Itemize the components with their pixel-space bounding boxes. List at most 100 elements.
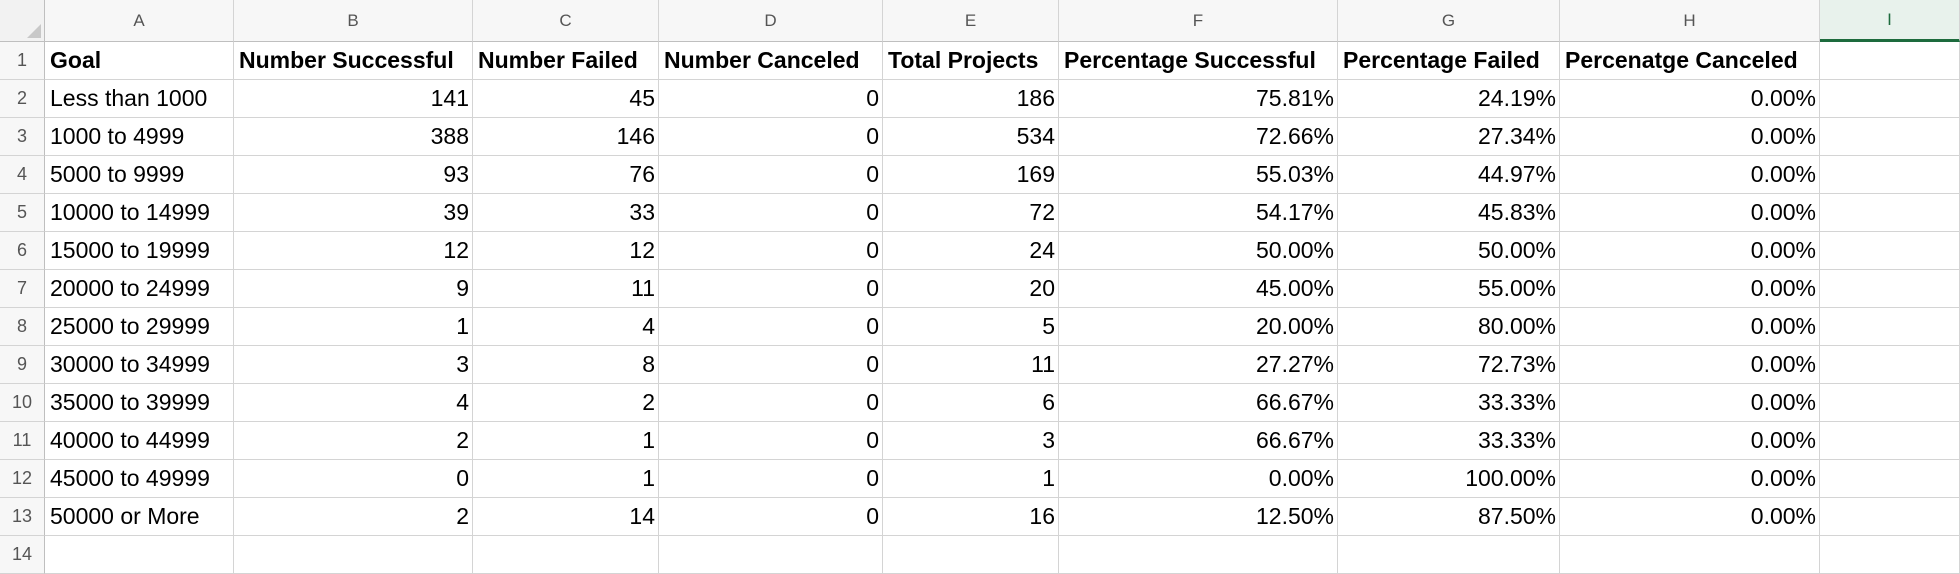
cell-c3[interactable]: 146	[473, 118, 659, 156]
cell-d3[interactable]: 0	[659, 118, 883, 156]
column-header-f[interactable]: F	[1059, 0, 1338, 42]
cell-i10[interactable]	[1820, 384, 1960, 422]
cell-c7[interactable]: 11	[473, 270, 659, 308]
cell-g7[interactable]: 55.00%	[1338, 270, 1560, 308]
cell-b14[interactable]	[234, 536, 473, 574]
cell-c1[interactable]: Number Failed	[473, 42, 659, 80]
cell-e4[interactable]: 169	[883, 156, 1059, 194]
cell-e7[interactable]: 20	[883, 270, 1059, 308]
cell-e13[interactable]: 16	[883, 498, 1059, 536]
cell-a12[interactable]: 45000 to 49999	[45, 460, 234, 498]
cell-h6[interactable]: 0.00%	[1560, 232, 1820, 270]
cell-b3[interactable]: 388	[234, 118, 473, 156]
cell-e12[interactable]: 1	[883, 460, 1059, 498]
cell-b10[interactable]: 4	[234, 384, 473, 422]
cell-i3[interactable]	[1820, 118, 1960, 156]
cell-b11[interactable]: 2	[234, 422, 473, 460]
column-header-c[interactable]: C	[473, 0, 659, 42]
cell-a10[interactable]: 35000 to 39999	[45, 384, 234, 422]
cell-a6[interactable]: 15000 to 19999	[45, 232, 234, 270]
cell-b2[interactable]: 141	[234, 80, 473, 118]
cell-c10[interactable]: 2	[473, 384, 659, 422]
cell-d1[interactable]: Number Canceled	[659, 42, 883, 80]
cell-b7[interactable]: 9	[234, 270, 473, 308]
cell-h3[interactable]: 0.00%	[1560, 118, 1820, 156]
cell-a14[interactable]	[45, 536, 234, 574]
cell-i13[interactable]	[1820, 498, 1960, 536]
cell-i11[interactable]	[1820, 422, 1960, 460]
cell-f11[interactable]: 66.67%	[1059, 422, 1338, 460]
cell-i8[interactable]	[1820, 308, 1960, 346]
cell-a8[interactable]: 25000 to 29999	[45, 308, 234, 346]
cell-h10[interactable]: 0.00%	[1560, 384, 1820, 422]
cell-d8[interactable]: 0	[659, 308, 883, 346]
cell-a2[interactable]: Less than 1000	[45, 80, 234, 118]
cell-d2[interactable]: 0	[659, 80, 883, 118]
cell-g12[interactable]: 100.00%	[1338, 460, 1560, 498]
cell-i12[interactable]	[1820, 460, 1960, 498]
cell-b5[interactable]: 39	[234, 194, 473, 232]
cell-d4[interactable]: 0	[659, 156, 883, 194]
cell-d9[interactable]: 0	[659, 346, 883, 384]
cell-g2[interactable]: 24.19%	[1338, 80, 1560, 118]
cell-e1[interactable]: Total Projects	[883, 42, 1059, 80]
cell-e3[interactable]: 534	[883, 118, 1059, 156]
column-header-i[interactable]: I	[1820, 0, 1960, 42]
row-header-9[interactable]: 9	[0, 346, 45, 384]
row-header-13[interactable]: 13	[0, 498, 45, 536]
row-header-2[interactable]: 2	[0, 80, 45, 118]
cell-h2[interactable]: 0.00%	[1560, 80, 1820, 118]
cell-f1[interactable]: Percentage Successful	[1059, 42, 1338, 80]
row-header-4[interactable]: 4	[0, 156, 45, 194]
row-header-5[interactable]: 5	[0, 194, 45, 232]
cell-h14[interactable]	[1560, 536, 1820, 574]
cell-b6[interactable]: 12	[234, 232, 473, 270]
cell-f6[interactable]: 50.00%	[1059, 232, 1338, 270]
column-header-d[interactable]: D	[659, 0, 883, 42]
cell-b4[interactable]: 93	[234, 156, 473, 194]
cell-g6[interactable]: 50.00%	[1338, 232, 1560, 270]
cell-f7[interactable]: 45.00%	[1059, 270, 1338, 308]
row-header-14[interactable]: 14	[0, 536, 45, 574]
cell-f8[interactable]: 20.00%	[1059, 308, 1338, 346]
cell-f2[interactable]: 75.81%	[1059, 80, 1338, 118]
cell-i2[interactable]	[1820, 80, 1960, 118]
cell-g5[interactable]: 45.83%	[1338, 194, 1560, 232]
cell-e8[interactable]: 5	[883, 308, 1059, 346]
cell-e5[interactable]: 72	[883, 194, 1059, 232]
cell-b9[interactable]: 3	[234, 346, 473, 384]
cell-a11[interactable]: 40000 to 44999	[45, 422, 234, 460]
cell-e2[interactable]: 186	[883, 80, 1059, 118]
cell-c13[interactable]: 14	[473, 498, 659, 536]
cell-i14[interactable]	[1820, 536, 1960, 574]
cell-d5[interactable]: 0	[659, 194, 883, 232]
cell-d11[interactable]: 0	[659, 422, 883, 460]
cell-a13[interactable]: 50000 or More	[45, 498, 234, 536]
cell-g8[interactable]: 80.00%	[1338, 308, 1560, 346]
cell-e6[interactable]: 24	[883, 232, 1059, 270]
row-header-7[interactable]: 7	[0, 270, 45, 308]
cell-f10[interactable]: 66.67%	[1059, 384, 1338, 422]
cell-d13[interactable]: 0	[659, 498, 883, 536]
row-header-12[interactable]: 12	[0, 460, 45, 498]
cell-a9[interactable]: 30000 to 34999	[45, 346, 234, 384]
cell-d12[interactable]: 0	[659, 460, 883, 498]
cell-f12[interactable]: 0.00%	[1059, 460, 1338, 498]
cell-h8[interactable]: 0.00%	[1560, 308, 1820, 346]
select-all-corner[interactable]	[0, 0, 45, 42]
cell-f13[interactable]: 12.50%	[1059, 498, 1338, 536]
column-header-g[interactable]: G	[1338, 0, 1560, 42]
cell-i6[interactable]	[1820, 232, 1960, 270]
cell-c11[interactable]: 1	[473, 422, 659, 460]
cell-e14[interactable]	[883, 536, 1059, 574]
cell-h12[interactable]: 0.00%	[1560, 460, 1820, 498]
cell-h1[interactable]: Percenatge Canceled	[1560, 42, 1820, 80]
cell-b13[interactable]: 2	[234, 498, 473, 536]
cell-c6[interactable]: 12	[473, 232, 659, 270]
row-header-3[interactable]: 3	[0, 118, 45, 156]
cell-g1[interactable]: Percentage Failed	[1338, 42, 1560, 80]
cell-e11[interactable]: 3	[883, 422, 1059, 460]
cell-a3[interactable]: 1000 to 4999	[45, 118, 234, 156]
cell-h9[interactable]: 0.00%	[1560, 346, 1820, 384]
row-header-10[interactable]: 10	[0, 384, 45, 422]
